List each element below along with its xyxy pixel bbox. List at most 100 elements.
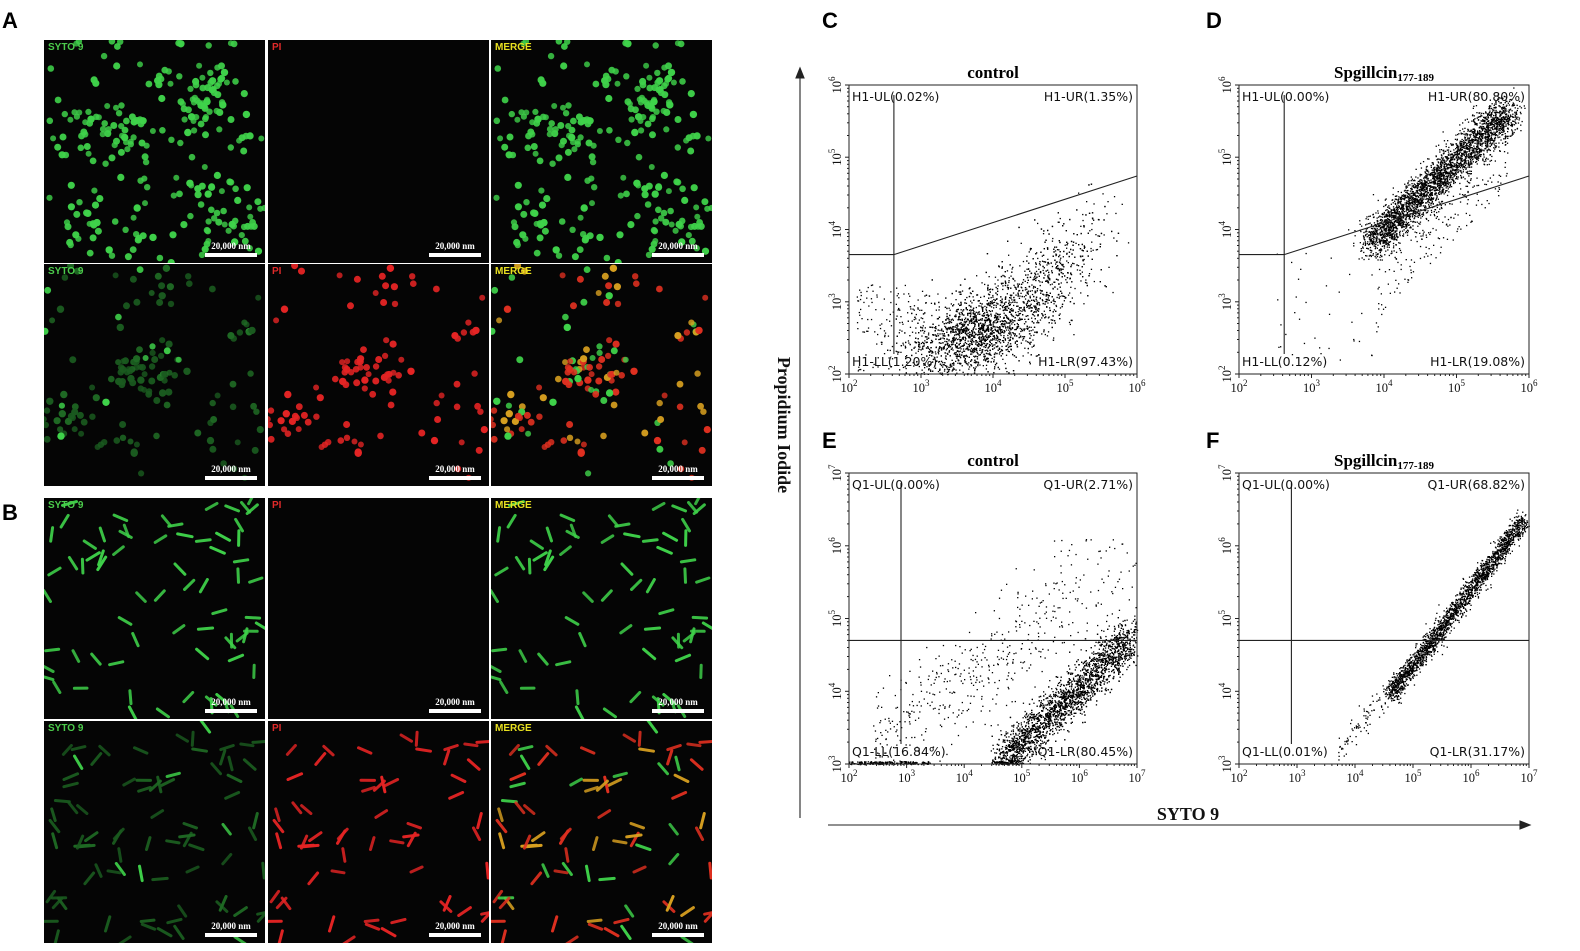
flow-plot-e: control Q1-UL(0.00%) Q1-UR(2.71%) Q1-LL(16.… [827, 451, 1146, 785]
micrograph-a-control-pi: PI 20,000 nm [268, 40, 489, 263]
gate-lines [849, 483, 1137, 744]
plot-title-subscript: 177-189 [1397, 460, 1434, 472]
channel-label-syto9: SYTO 9 [48, 723, 84, 734]
scale-bar: 20,000 nm [205, 464, 257, 480]
x-tick-label: 102 [841, 768, 858, 785]
plot-title: control [967, 451, 1019, 470]
panel-letter-a: A [2, 8, 18, 33]
quadrant-label-ur: H1-UR(1.35%) [1044, 89, 1133, 104]
micrograph-a-control-syto9: SYTO 9 20,000 nm [44, 40, 265, 263]
scale-bar-label: 20,000 nm [211, 697, 251, 707]
y-tick-label: 102 [827, 366, 844, 383]
channel-label-merge: MERGE [495, 500, 532, 511]
plot-frame [848, 472, 1138, 765]
y-tick-label: 105 [827, 148, 844, 166]
micrograph-b-control-syto9: SYTO 9 20,000 nm [44, 498, 265, 719]
scale-bar-line [205, 476, 257, 480]
scale-bar-label: 20,000 nm [435, 697, 475, 707]
flow-plot-c: control H1-UL(0.02%) H1-UR(1.35%) H1-LL(1.2… [827, 63, 1146, 395]
y-axis-title: Propidium Iodide [774, 357, 794, 493]
scale-bar: 20,000 nm [652, 697, 704, 713]
y-tick-label: 103 [1217, 293, 1234, 311]
micrograph-b-treated-merge: MERGE 20,000 nm [491, 721, 712, 943]
quadrant-label-ll: Q1-LL(16.84%) [852, 744, 946, 759]
quadrant-label-ll: Q1-LL(0.01%) [1242, 744, 1328, 759]
scale-bar-label: 20,000 nm [658, 921, 698, 931]
x-tick-label: 107 [1129, 768, 1147, 785]
scale-bar: 20,000 nm [429, 921, 481, 937]
scale-bar-line [429, 933, 481, 937]
gate-lines [849, 95, 1138, 354]
channel-label-syto9: SYTO 9 [48, 266, 84, 277]
scale-bar: 20,000 nm [205, 697, 257, 713]
y-tick-label: 104 [1217, 221, 1234, 239]
x-tick-label: 103 [1303, 378, 1321, 395]
x-tick-label: 106 [1129, 378, 1147, 395]
quadrant-label-lr: Q1-LR(80.45%) [1038, 744, 1133, 759]
scale-bar: 20,000 nm [652, 241, 704, 257]
x-tick-label: 106 [1071, 768, 1089, 785]
scale-bar: 20,000 nm [652, 921, 704, 937]
x-tick-label: 105 [1448, 378, 1466, 395]
panel-letter-f: F [1206, 428, 1220, 453]
quadrant-label-lr: H1-LR(97.43%) [1038, 354, 1133, 369]
y-tick-label: 105 [827, 610, 844, 628]
scale-bar: 20,000 nm [429, 697, 481, 713]
quadrant-label-ul: H1-UL(0.00%) [1242, 89, 1329, 104]
x-axis-title: SYTO 9 [1157, 804, 1219, 824]
panel-letter-e: E [822, 428, 837, 453]
y-tick-label: 106 [1217, 76, 1234, 94]
quadrant-label-ur: Q1-UR(68.82%) [1427, 477, 1525, 492]
panel-letter-c: C [822, 8, 838, 33]
scatter-points [856, 183, 1130, 376]
panel-letter-b: B [2, 500, 18, 525]
y-tick-label: 106 [827, 76, 844, 94]
y-tick-label: 105 [1217, 610, 1234, 628]
plot-title: Spgillcin177-189 [1334, 451, 1434, 472]
micrograph-a-control-merge: MERGE 20,000 nm [491, 40, 712, 263]
scale-bar-line [429, 709, 481, 713]
scale-bar-label: 20,000 nm [658, 464, 698, 474]
plot-title: control [967, 63, 1019, 82]
x-tick-label: 107 [1521, 768, 1539, 785]
quadrant-label-ur: Q1-UR(2.71%) [1043, 477, 1133, 492]
x-tick-label: 103 [913, 378, 931, 395]
scale-bar-label: 20,000 nm [211, 241, 251, 251]
y-tick-label: 106 [1217, 537, 1234, 555]
micrograph-b-control-merge: MERGE 20,000 nm [491, 498, 712, 719]
scatter-points [1338, 509, 1530, 761]
channel-label-merge: MERGE [495, 42, 532, 53]
channel-label-merge: MERGE [495, 266, 532, 277]
x-tick-label: 105 [1013, 768, 1031, 785]
scale-bar-line [652, 253, 704, 257]
y-tick-label: 107 [1217, 464, 1234, 482]
y-tick-label: 104 [827, 682, 844, 700]
flow-plot-f: Spgillcin177-189 Q1-UL(0.00%) Q1-UR(68.82%… [1217, 451, 1538, 785]
micrograph-a-treated-syto9: SYTO 9 20,000 nm [44, 264, 265, 486]
y-tick-label: 103 [827, 755, 844, 773]
scale-bar: 20,000 nm [429, 241, 481, 257]
quadrant-label-ll: H1-LL(0.12%) [1242, 354, 1327, 369]
plot-title: Spgillcin177-189 [1334, 63, 1434, 84]
scale-bar-line [652, 476, 704, 480]
scatter-points [1276, 87, 1526, 361]
scale-bar-line [429, 253, 481, 257]
quadrant-label-ll: H1-LL(1.20%) [852, 354, 937, 369]
y-tick-label: 103 [827, 293, 844, 311]
micrograph-a-treated-merge: MERGE 20,000 nm [491, 264, 712, 486]
quadrant-label-ul: H1-UL(0.02%) [852, 89, 939, 104]
plot-frame [1238, 472, 1530, 765]
y-tick-label: 104 [827, 221, 844, 239]
scale-bar-label: 20,000 nm [435, 921, 475, 931]
channel-label-pi: PI [272, 500, 282, 511]
x-tick-label: 105 [1057, 378, 1075, 395]
shared-axes [795, 66, 1532, 830]
x-tick-label: 105 [1405, 768, 1423, 785]
y-tick-label: 106 [827, 537, 844, 555]
scale-bar: 20,000 nm [205, 921, 257, 937]
y-tick-label: 105 [1217, 148, 1234, 166]
micrograph-b-control-pi: PI 20,000 nm [268, 498, 489, 719]
y-tick-label: 104 [1217, 682, 1234, 700]
scale-bar-label: 20,000 nm [658, 697, 698, 707]
